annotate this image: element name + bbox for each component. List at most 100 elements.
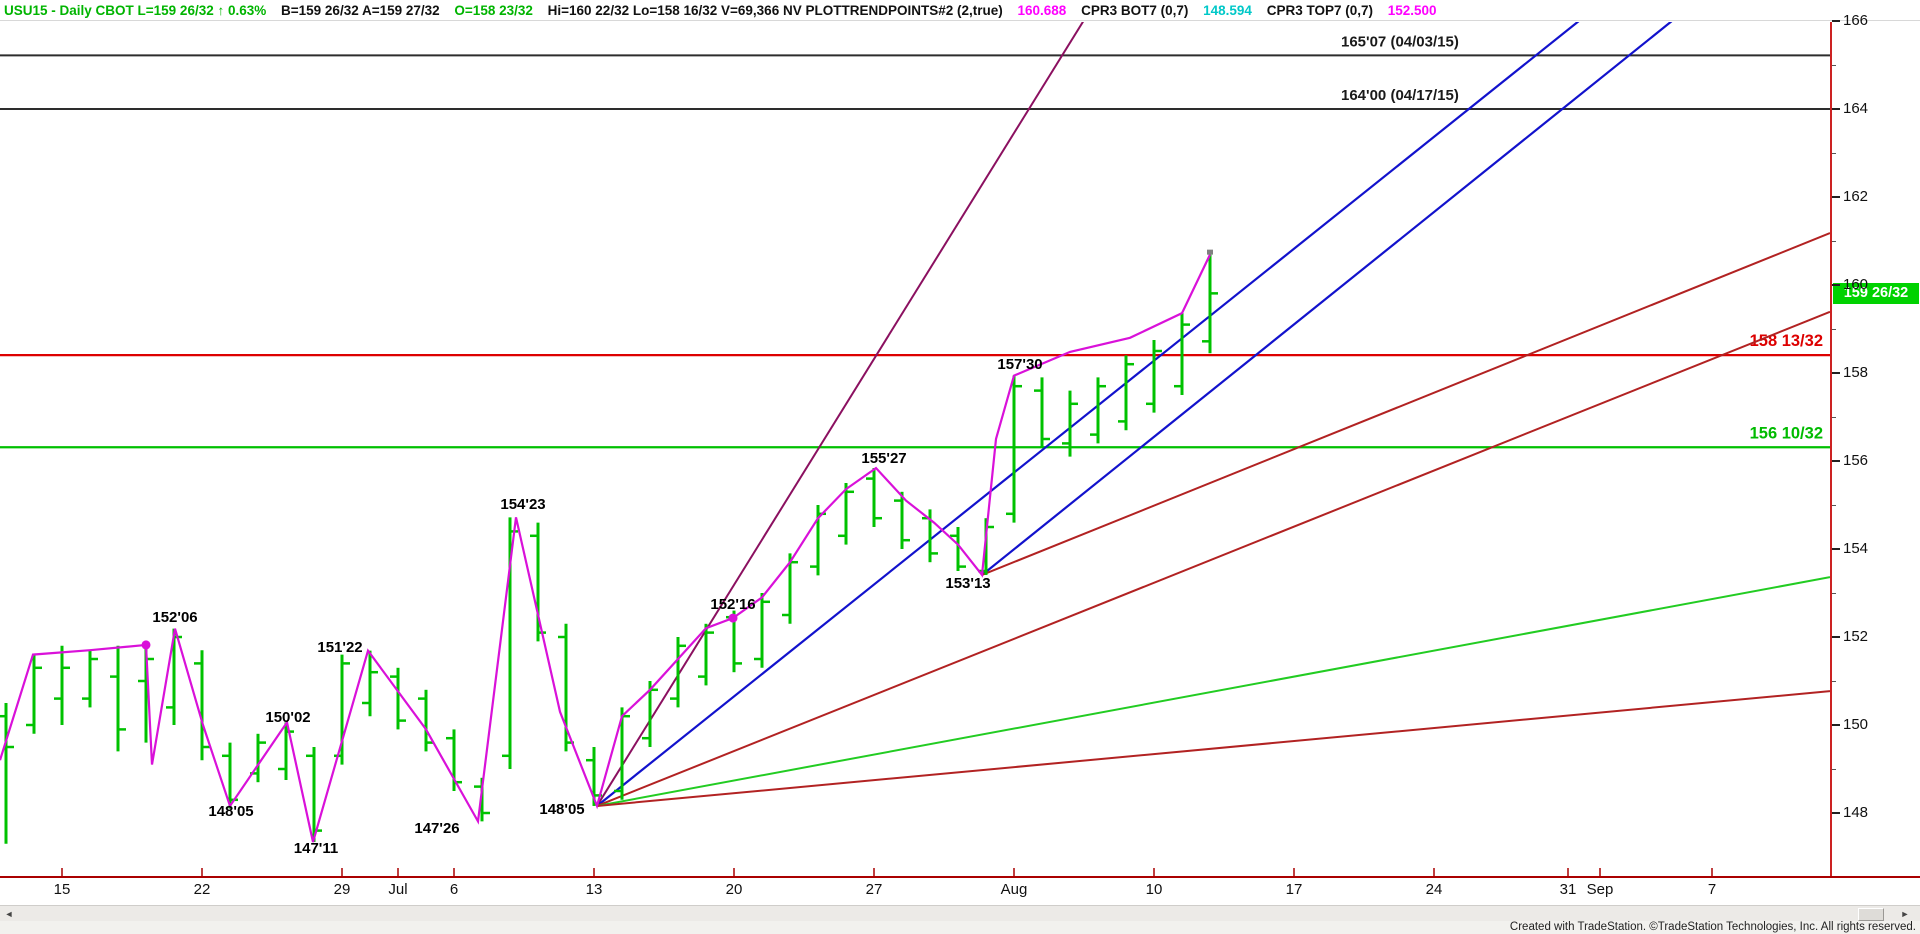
pivot-price-label: 153'13 [945, 575, 990, 592]
y-axis-minor-tick [1832, 505, 1836, 506]
scroll-left-icon[interactable]: ◄ [4, 909, 14, 919]
price-bar [334, 654, 350, 765]
cpr3-top-label: CPR3 TOP7 (0,7) [1266, 3, 1373, 18]
y-axis-label: 154 [1843, 540, 1869, 557]
level-label: 165'07 (04/03/15) [1341, 33, 1459, 50]
y-axis-tick [1832, 636, 1840, 638]
trend-line [596, 22, 1580, 807]
pivot-price-label: 148'05 [539, 801, 584, 818]
cpr3-bot-label: CPR3 BOT7 (0,7) [1081, 3, 1189, 18]
y-axis-label: 156 [1843, 452, 1869, 469]
last-price-badge: 159 26/32 [1833, 283, 1919, 305]
price-bar [698, 623, 714, 686]
pivot-price-label: 154'23 [500, 496, 545, 513]
y-axis-minor-tick [1832, 681, 1836, 682]
last-trend-point-marker [1207, 249, 1213, 255]
x-axis-label: Aug [1000, 881, 1028, 898]
price-bar [530, 522, 546, 642]
y-axis-minor-tick [1832, 241, 1836, 242]
x-axis-label: 6 [449, 881, 459, 898]
y-axis-tick [1832, 372, 1840, 374]
x-axis-label: 7 [1707, 881, 1717, 898]
price-bar [26, 654, 42, 734]
x-axis-label: 31 [1559, 881, 1577, 898]
y-axis-minor-tick [1832, 769, 1836, 770]
cpr3-bot-value: 148.594 [1203, 3, 1252, 18]
price-bar [82, 650, 98, 708]
pivot-price-label: 151'22 [317, 639, 362, 656]
price-bar [838, 483, 854, 545]
x-axis-label: 15 [53, 881, 71, 898]
horizontal-scrollbar[interactable]: ◄ ► [0, 905, 1920, 921]
x-axis-label: 10 [1145, 881, 1163, 898]
price-bar [1118, 355, 1134, 431]
y-axis-label: 158 [1843, 364, 1869, 381]
level-label: 158 13/32 [1750, 332, 1823, 350]
scrollbar-thumb[interactable] [1858, 907, 1884, 921]
y-axis-minor-tick [1832, 593, 1836, 594]
price-bar [558, 623, 574, 752]
trend-line [981, 22, 1673, 576]
level-label: 156 10/32 [1750, 424, 1823, 442]
price-bar [194, 650, 210, 761]
bid-ask-text: B=159 26/32 A=159 27/32 [281, 3, 440, 18]
x-axis-label: 27 [865, 881, 883, 898]
trend-line [596, 576, 1830, 807]
trend-point-dot [141, 640, 151, 650]
level-label: 164'00 (04/17/15) [1341, 87, 1459, 104]
x-axis-label: 24 [1425, 881, 1443, 898]
pivot-price-label: 152'06 [152, 609, 197, 626]
y-axis-minor-tick [1832, 153, 1836, 154]
symbol-quote-text: USU15 - Daily CBOT L=159 26/32 ↑ 0.63% [4, 3, 267, 18]
y-axis-tick [1832, 812, 1840, 814]
x-axis-label: 22 [193, 881, 211, 898]
pivot-price-label: 152'16 [710, 596, 755, 613]
quote-header-bar: USU15 - Daily CBOT L=159 26/32 ↑ 0.63% B… [0, 0, 1920, 21]
session-stats-text: Hi=160 22/32 Lo=158 16/32 V=69,366 NV PL… [547, 3, 1003, 18]
price-bar [950, 527, 966, 571]
price-bar [782, 553, 798, 624]
copyright-text: Created with TradeStation. ©TradeStation… [1509, 921, 1916, 933]
trendpoint-value: 160.688 [1017, 3, 1067, 18]
y-axis-minor-tick [1832, 329, 1836, 330]
x-axis-label: Sep [1586, 881, 1614, 898]
trend-line [981, 232, 1830, 576]
price-bar [390, 667, 406, 730]
x-axis-label: 17 [1285, 881, 1303, 898]
price-bar [446, 729, 462, 791]
swing-line [0, 254, 1211, 843]
pivot-price-label: 147'26 [414, 820, 459, 837]
price-bar [362, 650, 378, 717]
y-axis-label: 150 [1843, 716, 1869, 733]
time-axis[interactable]: 15 22 29 Jul 6 13 20 27 Aug 10 17 24 31 Sep 7 [0, 878, 1920, 905]
pivot-price-label: 147'11 [294, 840, 338, 857]
y-axis-label: 152 [1843, 628, 1869, 645]
y-axis-label: 160 [1843, 276, 1869, 293]
status-bar: Created with TradeStation. ©TradeStation… [0, 921, 1920, 934]
y-axis-minor-tick [1832, 417, 1836, 418]
price-axis[interactable]: 159 26/32 166 164 162 160 158 156 154 152 150 148 [1832, 12, 1920, 877]
y-axis-label: 166 [1843, 12, 1869, 29]
plot-right-border [1830, 22, 1832, 878]
price-bar [1090, 377, 1106, 444]
price-bar [810, 505, 826, 576]
price-bar [866, 468, 882, 527]
cpr3-top-value: 152.500 [1387, 3, 1437, 18]
price-bar [754, 593, 770, 668]
price-bar [1034, 377, 1050, 448]
scroll-right-icon[interactable]: ► [1900, 909, 1910, 919]
price-bar [502, 517, 518, 769]
price-bar [614, 707, 630, 800]
y-axis-label: 164 [1843, 100, 1869, 117]
price-chart-svg[interactable]: 165'07 (04/03/15) 164'00 (04/17/15) 158 13… [0, 22, 1830, 878]
price-bar [0, 703, 14, 844]
price-bar [1146, 340, 1162, 413]
pivot-price-label: 150'02 [265, 709, 310, 726]
trend-line [596, 22, 1085, 807]
x-axis-label: 29 [333, 881, 351, 898]
y-axis-tick [1832, 284, 1840, 286]
x-axis-label: 20 [725, 881, 743, 898]
price-chart-plot-area[interactable]: 165'07 (04/03/15) 164'00 (04/17/15) 158 13… [0, 22, 1830, 878]
y-axis-tick [1832, 460, 1840, 462]
